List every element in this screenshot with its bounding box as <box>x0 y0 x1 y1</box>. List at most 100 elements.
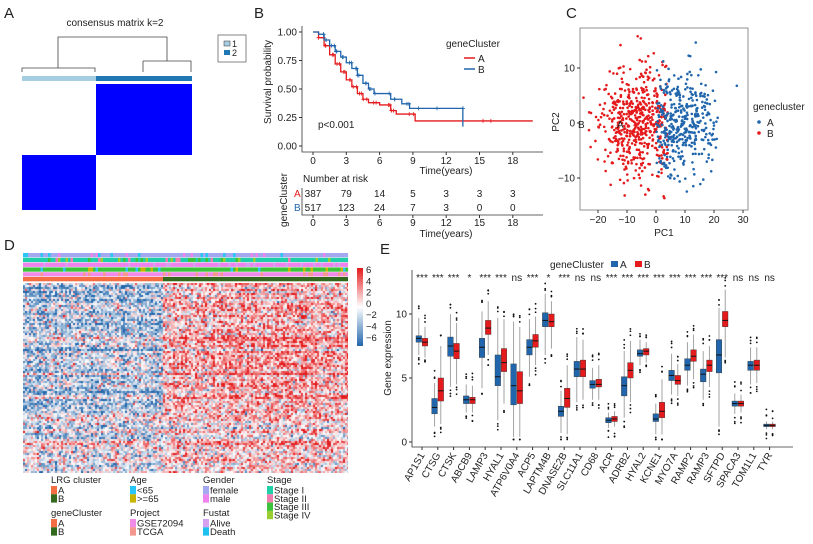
pca-point-b <box>612 108 616 111</box>
box-outlier <box>749 386 752 389</box>
annotation-cell <box>313 267 316 272</box>
pca-point-b <box>644 71 647 75</box>
annotation-cell <box>318 253 321 258</box>
box-outlier <box>534 302 537 305</box>
annotation-cell <box>143 253 146 258</box>
pca-point-b <box>625 155 628 159</box>
annotation-cell <box>265 267 269 272</box>
annotation-cell <box>150 267 154 272</box>
annotation-cell <box>120 272 124 277</box>
annotation-cell <box>78 272 81 277</box>
annotation-cell <box>115 253 119 258</box>
annotation-cell <box>188 272 191 277</box>
pca-point-a <box>691 87 694 90</box>
annotation-cell <box>90 257 94 263</box>
box-outlier <box>724 359 727 362</box>
annotation-cell <box>80 267 84 272</box>
pca-point-a <box>712 124 716 127</box>
pca-point-b <box>642 80 646 84</box>
annotation-cell <box>160 262 164 267</box>
annotation-cell <box>95 272 99 277</box>
pca-point-a <box>659 85 662 88</box>
annotation-cell <box>78 262 81 267</box>
pca-point-a <box>665 91 669 95</box>
pca-point-b <box>628 103 632 106</box>
pca-point-a <box>694 115 697 118</box>
km-xtick-label: 12 <box>441 156 453 167</box>
box-outlier <box>481 301 483 304</box>
annotation-cell <box>300 257 304 263</box>
pca-point-b <box>635 111 638 114</box>
pca-point-a <box>675 87 679 91</box>
annotation-cell <box>203 272 206 277</box>
pca-point-a <box>657 125 661 128</box>
annotation-cell <box>240 262 244 267</box>
pca-point-b <box>614 131 618 135</box>
pca-point-b <box>627 115 630 118</box>
pca-point-b <box>612 128 616 132</box>
pca-point-b <box>650 134 654 137</box>
pca-point-b <box>604 148 607 152</box>
annotation-cell <box>73 272 76 277</box>
significance-label: ns <box>764 273 775 284</box>
annotation-cell <box>90 262 94 267</box>
heatmap-legend-swatch <box>267 486 273 495</box>
pca-point-b <box>624 122 628 125</box>
colorbar-tick-label: 4 <box>366 276 371 287</box>
annotation-cell <box>328 262 331 267</box>
pca-point-a <box>699 82 703 86</box>
pca-point-b <box>618 116 621 120</box>
annotation-cell <box>113 272 116 277</box>
heatmap-legend-swatch <box>51 519 57 528</box>
annotation-cell <box>288 272 291 277</box>
annotation-cell <box>160 253 164 258</box>
annotation-cell <box>23 262 26 267</box>
annotation-cell <box>93 262 96 267</box>
annotation-cell <box>215 267 219 272</box>
annotation-cell <box>43 267 46 272</box>
pca-point-a <box>681 161 685 165</box>
pca-point-b <box>663 102 667 105</box>
pca-point-b <box>598 87 601 91</box>
annotation-cell <box>63 272 66 277</box>
annotation-cell <box>50 267 54 272</box>
annotation-cell <box>120 267 124 272</box>
heatmap-legend-swatch <box>51 494 57 503</box>
annotation-cell <box>33 253 36 258</box>
heatmap-legend-swatch <box>267 494 273 503</box>
annotation-cell <box>295 267 299 272</box>
box-outlier <box>702 338 705 341</box>
annotation-cell <box>178 257 181 263</box>
box-outlier <box>465 377 468 380</box>
pca-point-a <box>695 110 698 113</box>
annotation-cell <box>225 253 229 258</box>
pca-point-b <box>620 110 624 114</box>
annotation-cell <box>218 262 221 267</box>
annotation-cell <box>338 267 341 272</box>
pca-point-a <box>672 74 676 77</box>
pca-point-b <box>606 154 610 158</box>
pca-point-b <box>622 147 626 150</box>
annotation-cell <box>290 253 294 258</box>
annotation-cell <box>45 257 49 263</box>
annotation-cell <box>258 272 261 277</box>
box-outlier <box>765 433 768 436</box>
annotation-cell <box>160 272 164 277</box>
annotation-cell <box>230 257 234 263</box>
annotation-cell <box>33 262 36 267</box>
pca-point-a <box>708 132 712 135</box>
pca-point-b <box>654 89 657 92</box>
pca-point-b <box>635 105 638 109</box>
box-outlier <box>771 432 774 435</box>
annotation-cell <box>245 262 249 267</box>
annotation-cell <box>243 257 246 263</box>
heatmap-legend-swatch <box>267 502 273 511</box>
annotation-cell <box>55 272 59 277</box>
annotation-cell <box>130 253 134 258</box>
box-outlier <box>623 343 626 346</box>
annotation-cell <box>165 272 169 277</box>
pca-point-b <box>646 152 649 155</box>
annotation-cell <box>133 253 136 258</box>
annotation-cell <box>295 253 299 258</box>
heatmap-legend-label: <65 <box>137 486 153 497</box>
